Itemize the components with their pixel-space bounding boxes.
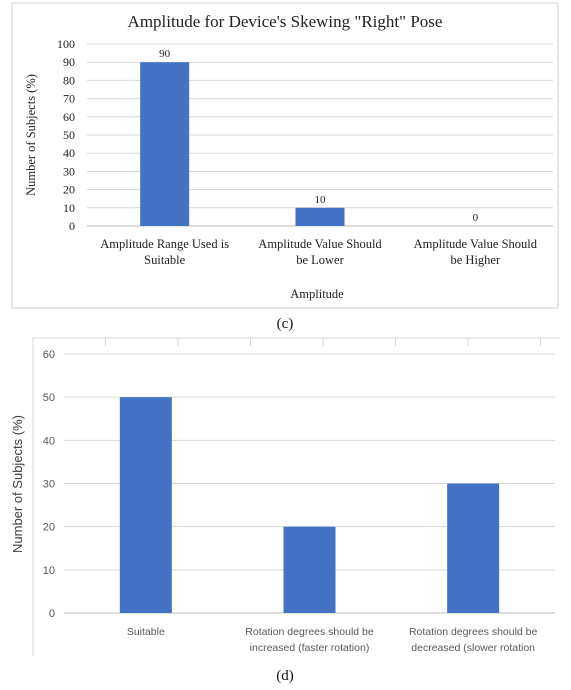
c-bar xyxy=(140,62,190,227)
d-y-tick-label: 60 xyxy=(43,349,55,361)
chart-c: Amplitude for Device's Skewing "Right" P… xyxy=(11,2,559,309)
chart-d-category-labels: Suitable Rotation degrees should be increa… xyxy=(127,626,538,654)
c-y-tick-label: 50 xyxy=(63,128,75,142)
chart-d-bars xyxy=(119,397,500,613)
c-y-tick-label: 70 xyxy=(63,92,75,106)
c-y-tick-label: 60 xyxy=(63,110,75,124)
c-category-label: be Higher xyxy=(451,253,501,267)
chart-c-caption: (c) xyxy=(277,316,294,332)
chart-d-y-axis-title: Number of Subjects (%) xyxy=(10,415,25,553)
c-y-tick-label: 40 xyxy=(63,146,75,160)
chart-d-caption: (d) xyxy=(276,668,294,684)
c-category-label: Suitable xyxy=(144,253,185,267)
c-data-label: 90 xyxy=(159,48,171,60)
c-y-tick-label: 90 xyxy=(63,55,75,69)
chart-c-y-axis-title: Number of Subjects (%) xyxy=(24,74,38,196)
d-y-tick-label: 10 xyxy=(43,565,55,577)
c-category-label: Amplitude Value Should xyxy=(414,237,538,251)
d-category-label: Rotation degrees should be xyxy=(409,626,538,638)
c-category-label: be Lower xyxy=(296,253,344,267)
c-category-label: Amplitude Range Used is xyxy=(100,237,229,251)
c-y-tick-label: 30 xyxy=(63,164,75,178)
d-category-label: increased (faster rotation) xyxy=(250,642,370,654)
c-category-label: Amplitude Value Should xyxy=(258,237,382,251)
chart-c-data-labels: 90 10 0 xyxy=(159,48,478,224)
chart-d: 0 10 20 30 40 50 60 Suitable Rotation degrees s… xyxy=(10,337,560,656)
d-y-tick-label: 30 xyxy=(43,479,55,491)
chart-c-category-labels: Amplitude Range Used is Suitable Amplitude… xyxy=(100,237,538,267)
chart-d-top-border-ticks xyxy=(32,337,560,346)
c-data-label: 10 xyxy=(315,194,327,206)
d-y-tick-label: 20 xyxy=(43,522,55,534)
d-category-label: Suitable xyxy=(127,626,165,638)
d-bar xyxy=(119,397,172,613)
c-y-tick-label: 10 xyxy=(63,201,75,215)
chart-c-bars xyxy=(140,62,345,227)
d-y-tick-label: 0 xyxy=(49,608,55,620)
chart-c-x-axis-title: Amplitude xyxy=(290,287,344,301)
d-y-tick-label: 50 xyxy=(43,392,55,404)
d-category-label: decreased (slower rotation xyxy=(411,642,535,654)
c-y-tick-label: 80 xyxy=(63,73,75,87)
c-y-tick-label: 20 xyxy=(63,183,75,197)
c-y-tick-label: 100 xyxy=(57,37,75,51)
c-y-tick-label: 0 xyxy=(69,219,75,233)
d-category-label: Rotation degrees should be xyxy=(245,626,374,638)
d-bar xyxy=(447,483,500,613)
d-y-tick-label: 40 xyxy=(43,435,55,447)
chart-d-y-tick-labels: 0 10 20 30 40 50 60 xyxy=(43,349,55,620)
c-data-label: 0 xyxy=(473,212,479,224)
chart-c-frame xyxy=(11,2,559,309)
d-bar xyxy=(283,526,336,613)
chart-c-title: Amplitude for Device's Skewing "Right" P… xyxy=(128,12,443,31)
chart-c-y-tick-labels: 0 10 20 30 40 50 60 70 80 90 100 xyxy=(57,37,75,233)
c-bar xyxy=(295,207,345,226)
